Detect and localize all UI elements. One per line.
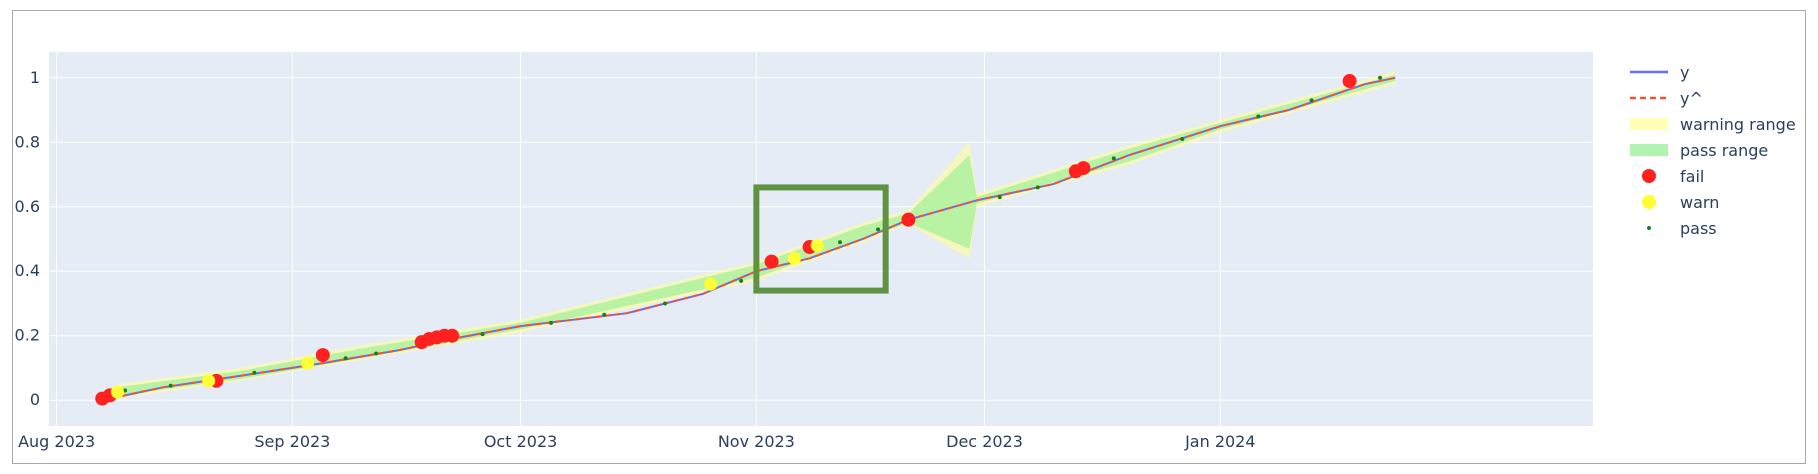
y-tick-label: 0.8 bbox=[15, 132, 40, 151]
legend-label: warning range bbox=[1680, 115, 1796, 134]
fail-point bbox=[445, 328, 460, 343]
figure-frame bbox=[12, 10, 1806, 464]
legend: y y^ warning range pass range fail warn pass bbox=[1630, 63, 1796, 238]
legend-label: warn bbox=[1680, 193, 1719, 212]
x-tick-label: Aug 2023 bbox=[18, 432, 95, 451]
x-tick-label: Sep 2023 bbox=[254, 432, 330, 451]
warn-point bbox=[704, 277, 718, 291]
pass-point bbox=[374, 351, 379, 356]
legend-swatch bbox=[1630, 144, 1668, 156]
fail-point bbox=[1076, 161, 1091, 176]
pass-point bbox=[838, 240, 843, 245]
legend-item: pass bbox=[1647, 219, 1717, 238]
pass-point bbox=[1180, 137, 1185, 142]
x-tick-label: Oct 2023 bbox=[484, 432, 557, 451]
pass-point bbox=[1378, 75, 1383, 80]
warn-point bbox=[110, 385, 124, 399]
pass-point bbox=[663, 301, 668, 306]
pass-point bbox=[602, 312, 607, 317]
legend-item: warning range bbox=[1630, 115, 1796, 134]
legend-label: y bbox=[1680, 63, 1689, 82]
y-tick-label: 0.6 bbox=[15, 197, 40, 216]
warn-point bbox=[810, 238, 824, 252]
y-tick-label: 0.4 bbox=[15, 261, 40, 280]
legend-label: fail bbox=[1680, 167, 1704, 186]
pass-point bbox=[343, 356, 348, 361]
x-tick-label: Dec 2023 bbox=[946, 432, 1023, 451]
pass-point bbox=[168, 383, 173, 388]
legend-item: y^ bbox=[1630, 89, 1703, 108]
fail-point bbox=[315, 348, 330, 363]
legend-item: fail bbox=[1642, 167, 1704, 186]
warn-point bbox=[202, 374, 216, 388]
x-tick-label: Jan 2024 bbox=[1184, 432, 1255, 451]
pass-point bbox=[548, 320, 553, 325]
legend-label: pass bbox=[1680, 219, 1717, 238]
pass-point bbox=[739, 278, 744, 283]
legend-swatch bbox=[1642, 195, 1656, 209]
pass-point bbox=[997, 195, 1002, 200]
legend-label: pass range bbox=[1680, 141, 1768, 160]
pass-point bbox=[1309, 98, 1314, 103]
pass-point bbox=[1035, 185, 1040, 190]
highlight-box bbox=[753, 184, 889, 294]
fail-point bbox=[1342, 74, 1357, 89]
y-tick-label: 1 bbox=[30, 68, 40, 87]
x-axis: Aug 2023 Sep 2023 Oct 2023 Nov 2023 Dec 2023… bbox=[18, 432, 1255, 451]
plot-area bbox=[49, 52, 1593, 426]
legend-item: y bbox=[1630, 63, 1689, 82]
legend-item: warn bbox=[1642, 193, 1719, 212]
legend-swatch bbox=[1642, 169, 1656, 183]
y-axis: 0 0.2 0.4 0.6 0.8 1 bbox=[15, 68, 40, 409]
pass-point bbox=[1256, 114, 1261, 119]
y-tick-label: 0 bbox=[30, 390, 40, 409]
pass-point bbox=[480, 332, 485, 337]
warn-point bbox=[787, 251, 801, 265]
series-line-y-hat bbox=[101, 76, 1396, 402]
legend-swatch bbox=[1630, 118, 1668, 130]
pass-point bbox=[876, 227, 881, 232]
x-tick-label: Nov 2023 bbox=[718, 432, 795, 451]
pass-point bbox=[1111, 156, 1116, 161]
legend-swatch bbox=[1647, 226, 1651, 230]
pass-point bbox=[123, 388, 128, 393]
y-tick-label: 0.2 bbox=[15, 326, 40, 345]
fail-point bbox=[901, 212, 916, 227]
warn-point bbox=[301, 356, 315, 370]
fail-point bbox=[764, 254, 779, 269]
legend-label: y^ bbox=[1680, 89, 1703, 108]
legend-item: pass range bbox=[1630, 141, 1768, 160]
pass-point bbox=[252, 370, 257, 375]
